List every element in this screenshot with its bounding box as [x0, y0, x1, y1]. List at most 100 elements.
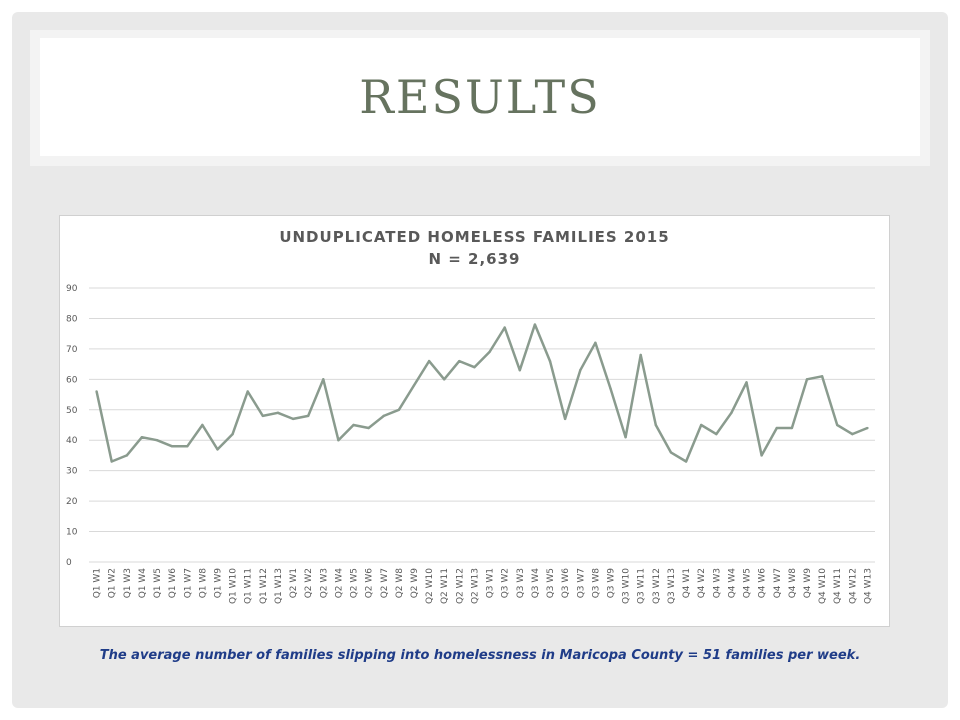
x-tick-label: Q2 W12: [455, 568, 465, 604]
x-tick-label: Q1 W4: [138, 568, 148, 599]
data-point: [306, 414, 310, 418]
x-tick-label: Q2 W10: [425, 568, 435, 604]
data-point: [715, 432, 718, 436]
data-point: [110, 460, 113, 463]
x-tick-label: Q1 W9: [213, 568, 223, 599]
data-point: [594, 341, 597, 344]
x-tick-label: Q3 W12: [652, 568, 662, 604]
data-point: [427, 359, 431, 363]
data-point: [443, 378, 446, 381]
y-tick-label: 10: [66, 528, 78, 538]
slide-title: RESULTS: [359, 70, 601, 124]
x-tick-label: Q1 W10: [229, 568, 239, 604]
data-point: [155, 439, 159, 442]
x-tick-label: Q3 W2: [501, 568, 511, 598]
x-tick-label: Q4 W7: [773, 568, 783, 598]
x-tick-label: Q4 W5: [743, 568, 753, 598]
y-tick-label: 90: [66, 284, 78, 294]
data-point: [352, 423, 355, 427]
data-point: [95, 390, 98, 393]
data-point: [170, 445, 174, 448]
x-tick-label: Q1 W8: [198, 568, 208, 599]
x-tick-label: Q3 W7: [576, 568, 586, 598]
x-tick-label: Q1 W3: [123, 568, 133, 598]
x-tick-label: Q1 W2: [108, 568, 118, 598]
x-tick-label: Q2 W7: [380, 568, 390, 598]
x-tick-label: Q3 W11: [637, 568, 647, 604]
y-tick-label: 0: [66, 558, 72, 568]
data-point: [639, 353, 642, 357]
data-point: [503, 326, 506, 329]
data-point: [790, 426, 794, 430]
x-tick-label: Q2 W5: [350, 568, 360, 598]
x-tick-label: Q2 W3: [319, 568, 329, 598]
x-tick-label: Q3 W10: [622, 568, 632, 604]
x-tick-label: Q4 W8: [788, 568, 798, 599]
data-point: [231, 432, 234, 436]
x-tick-label: Q4 W4: [727, 568, 737, 599]
x-tick-label: Q2 W1: [289, 568, 299, 598]
data-point: [654, 423, 658, 427]
caption-text: The average number of families slipping …: [99, 648, 861, 663]
x-tick-label: Q1 W11: [244, 568, 254, 604]
x-tick-label: Q2 W9: [410, 568, 420, 599]
data-point: [291, 417, 295, 421]
data-point: [201, 423, 204, 427]
x-tick-label: Q3 W3: [516, 568, 526, 598]
x-tick-label: Q4 W13: [863, 568, 873, 604]
x-tick-label: Q1 W7: [183, 568, 193, 598]
x-tick-label: Q2 W11: [440, 568, 450, 604]
data-point: [140, 435, 144, 439]
data-point: [609, 387, 612, 390]
chart-subtitle: N = 2,639: [428, 250, 521, 268]
data-point: [246, 390, 249, 393]
y-tick-label: 40: [66, 436, 78, 446]
data-point: [851, 432, 854, 436]
y-tick-label: 50: [66, 406, 78, 416]
data-point: [745, 381, 748, 384]
data-point: [125, 454, 128, 457]
y-tick-label: 20: [66, 497, 78, 507]
data-point: [775, 426, 778, 430]
x-tick-label: Q2 W4: [334, 568, 344, 599]
x-tick-label: Q2 W8: [395, 568, 405, 599]
data-point: [533, 323, 537, 326]
data-point: [699, 423, 703, 427]
data-point: [382, 414, 385, 418]
data-point: [563, 417, 567, 421]
x-tick-label: Q3 W5: [546, 568, 556, 598]
x-tick-label: Q4 W10: [818, 568, 828, 604]
data-point: [518, 369, 521, 372]
data-point: [579, 369, 582, 372]
data-point: [730, 411, 733, 415]
data-point: [624, 435, 627, 439]
data-point: [412, 384, 416, 387]
data-point: [805, 378, 809, 381]
data-point: [397, 408, 401, 411]
x-tick-label: Q2 W2: [304, 568, 314, 598]
x-tick-label: Q3 W8: [591, 568, 601, 599]
y-tick-label: 70: [66, 345, 78, 355]
x-tick-label: Q3 W9: [606, 568, 616, 599]
data-point: [836, 423, 839, 427]
x-tick-label: Q4 W6: [758, 568, 768, 599]
x-tick-label: Q2 W6: [365, 568, 375, 599]
y-tick-label: 80: [66, 314, 78, 324]
data-point: [261, 414, 265, 418]
series-line: [95, 323, 868, 463]
x-tick-label: Q3 W4: [531, 568, 541, 599]
y-tick-label: 60: [66, 375, 78, 385]
x-tick-label: Q1 W1: [93, 568, 103, 598]
data-point: [669, 451, 673, 454]
data-point: [760, 454, 763, 457]
x-tick-label: Q4 W11: [833, 568, 843, 604]
x-tick-label: Q1 W6: [168, 568, 178, 599]
y-tick-label: 30: [66, 467, 78, 477]
chart-title: UNDUPLICATED HOMELESS FAMILIES 2015: [279, 228, 670, 246]
data-point: [322, 378, 325, 381]
data-point: [458, 359, 461, 363]
chart-panel: UNDUPLICATED HOMELESS FAMILIES 2015 N = …: [59, 215, 890, 627]
data-point: [473, 365, 476, 369]
data-point: [216, 448, 219, 451]
x-tick-label: Q1 W12: [259, 568, 269, 604]
